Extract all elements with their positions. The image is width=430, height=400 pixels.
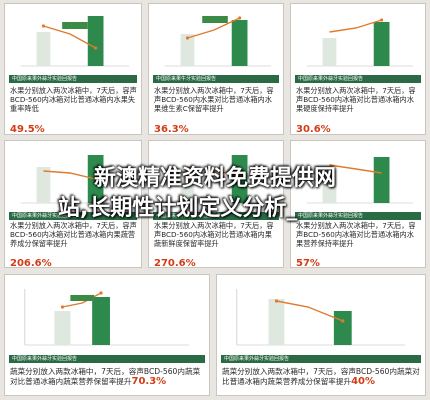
bar-chart-1	[11, 8, 135, 72]
card-title: 中国原来果外蒜牙实验回报告	[295, 75, 421, 83]
card-title: 中国原来果外蒜牙实验回报告	[153, 212, 279, 220]
card-percentage: 70.3%	[131, 376, 167, 387]
overlay-line-2: 站,长期性计划定义分析_	[58, 196, 298, 221]
card-description: 水果分别放入两次冰箱中，7天后，容声BCD-560内冰箱对比普通冰箱内水果失重率…	[10, 86, 137, 113]
card-description: 水果分别放入两次冰箱中，7天后，容声BCD-560内水果对比普通冰箱内水果维生素…	[154, 86, 274, 113]
card-description: 水果分别放入两次冰箱中，7天后，容声BCD-560内冰箱对比普通冰箱内水果营养保…	[296, 221, 416, 248]
bar-chart-8	[223, 281, 419, 351]
card-title: 中国原来果外蒜牙实验回报告	[221, 355, 421, 363]
card-description: 水果分别放入两次冰箱中，7天后，容声BCD-560内冰箱对比普通冰箱内水果硬度保…	[296, 86, 416, 113]
card-description: 水果分别放入两次冰箱中，7天后，容声BCD-560内冰箱对比普通冰箱内果蔬营养成…	[10, 221, 137, 248]
card-percentage: 49.5%	[10, 124, 45, 135]
card-description: 水果分别放入两次冰箱中，7天后，容声BCD-560内冰箱对比普通冰箱内果蔬新鲜度…	[154, 221, 274, 248]
report-card-6: 中国原来果外蒜牙实验回报告 水果分别放入两次冰箱中，7天后，容声BCD-560内…	[290, 140, 426, 268]
bar-chart-2	[155, 8, 277, 72]
report-card-3: 中国原来果外蒜牙实验回报告 水果分别放入两次冰箱中，7天后，容声BCD-560内…	[290, 3, 426, 135]
card-description: 蔬菜分别放入两款冰箱中，7天后，容声BCD-560内蔬菜对比普通冰箱内蔬菜营养成…	[222, 367, 420, 387]
bar-chart-6	[297, 145, 419, 209]
card-title: 中国原来果外蒜牙实验回报告	[9, 212, 137, 220]
overlay-line-1: 新澳精准资料免费提供网	[93, 166, 336, 191]
card-percentage: 206.6%	[10, 258, 52, 268]
card-percentage: 36.3%	[154, 124, 189, 135]
report-card-4: 中国原来果外蒜牙实验回报告 水果分别放入两次冰箱中，7天后，容声BCD-560内…	[4, 140, 142, 268]
card-title: 中国原来果外蒜牙实验回报告	[9, 75, 137, 83]
card-percentage: 30.6%	[296, 124, 331, 135]
card-description: 蔬菜分别放入两款冰箱中，7天后，容声BCD-560内蔬菜对比普通冰箱内蔬菜营养保…	[10, 367, 201, 387]
card-title: 中国原来果外蒜牙实验回报告	[9, 355, 205, 363]
bar-chart-5	[155, 145, 277, 209]
card-percentage: 270.6%	[154, 258, 196, 268]
report-card-5: 中国原来果外蒜牙实验回报告 水果分别放入两次冰箱中，7天后，容声BCD-560内…	[148, 140, 284, 268]
report-card-1: 中国原来果外蒜牙实验回报告 水果分别放入两次冰箱中，7天后，容声BCD-560内…	[4, 3, 142, 135]
report-card-7: 中国原来果外蒜牙实验回报告 蔬菜分别放入两款冰箱中，7天后，容声BCD-560内…	[4, 274, 210, 396]
bar-chart-7	[11, 281, 203, 351]
card-percentage: 40%	[351, 376, 376, 387]
bar-chart-4	[11, 145, 135, 209]
report-card-8: 中国原来果外蒜牙实验回报告 蔬菜分别放入两款冰箱中，7天后，容声BCD-560内…	[216, 274, 426, 396]
card-title: 中国原来果牛牙实验回报告	[153, 75, 279, 83]
overlay-caption: 新澳精准资料免费提供网 站,长期性计划定义分析_	[0, 164, 430, 224]
card-percentage: 57%	[296, 258, 320, 268]
report-card-2: 中国原来果牛牙实验回报告 水果分别放入两次冰箱中，7天后，容声BCD-560内水…	[148, 3, 284, 135]
bar-chart-3	[297, 8, 419, 72]
card-title: 中国原来果外蒜牙实验回报告	[295, 212, 421, 220]
